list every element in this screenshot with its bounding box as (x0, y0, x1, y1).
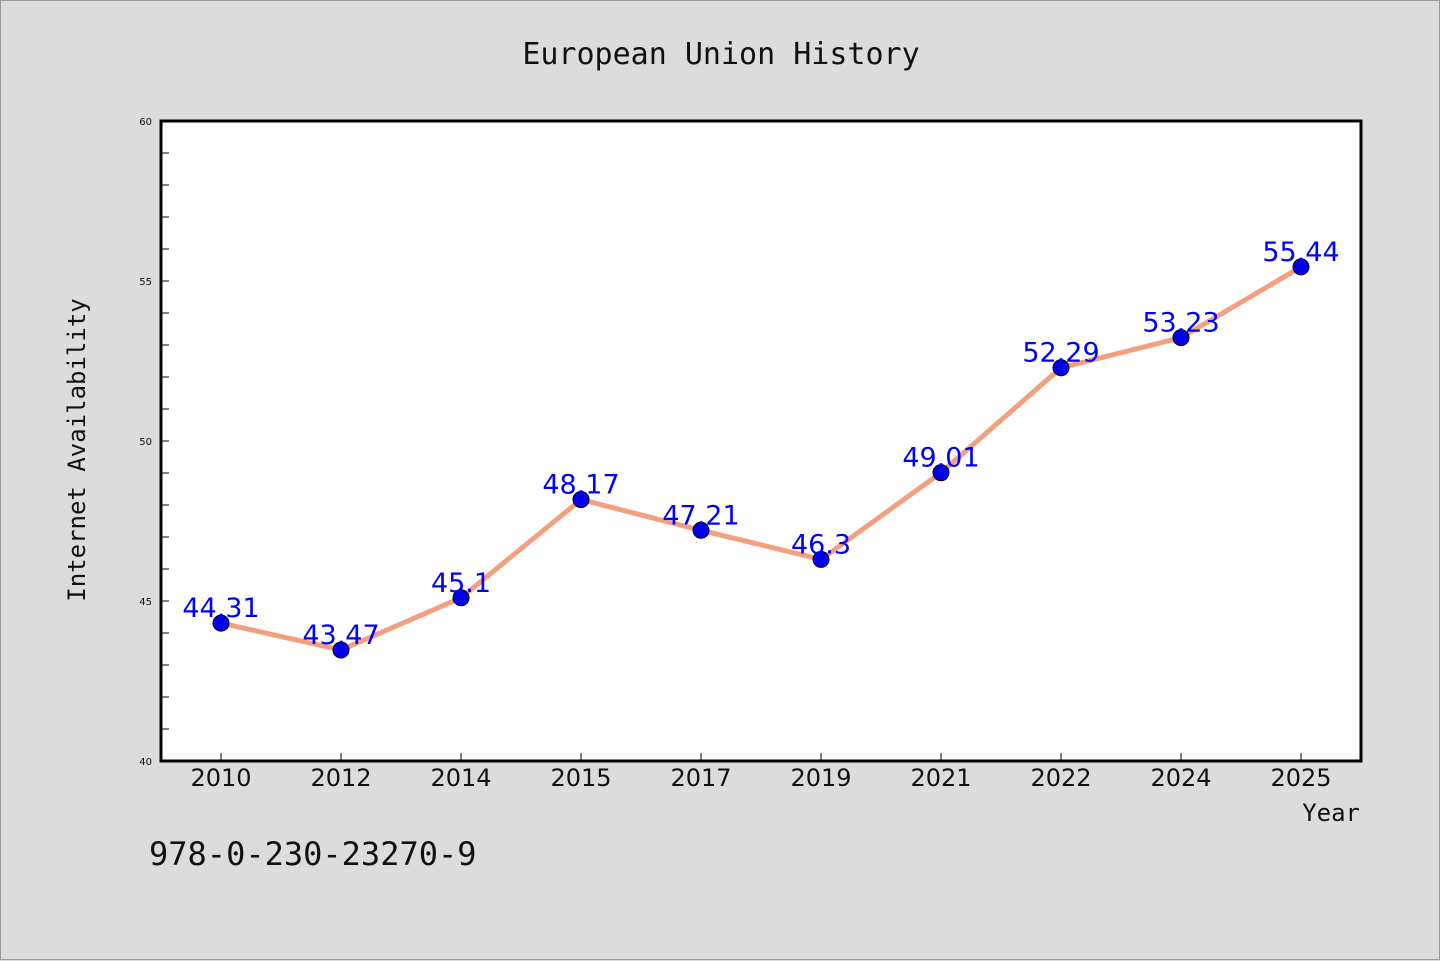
x-tick-label: 2019 (790, 764, 851, 792)
data-label: 43.47 (302, 620, 379, 651)
chart-title: European Union History (522, 37, 919, 72)
data-label: 44.31 (182, 593, 259, 624)
series-group: 44.31 43.47 45.1 48.17 47.21 46.3 49.01 52.29 53… (182, 237, 1340, 659)
y-tick-label: 60 (139, 117, 152, 128)
plot-area (159, 119, 1363, 763)
data-label: 49.01 (902, 443, 979, 474)
x-tick-label: 2017 (670, 764, 731, 792)
data-point (332, 641, 350, 659)
data-point (1292, 258, 1310, 276)
data-point (572, 491, 590, 509)
x-tick-label: 2024 (1150, 764, 1211, 792)
x-tick-label: 2021 (910, 764, 971, 792)
isbn-text: 978-0-230-23270-9 (149, 835, 477, 873)
y-axis: 40 45 50 55 60 (139, 117, 169, 768)
data-label: 45.1 (431, 568, 491, 599)
data-label: 55.44 (1262, 237, 1339, 268)
data-label: 52.29 (1022, 338, 1099, 369)
y-tick-label: 55 (139, 277, 152, 288)
x-axis: 2010 2012 2014 2015 2017 2019 2021 2022 2024 2025 (190, 753, 1332, 792)
y-tick-label: 50 (139, 437, 152, 448)
data-label: 47.21 (662, 500, 739, 531)
x-tick-label: 2015 (550, 764, 611, 792)
data-label: 53.23 (1142, 308, 1219, 339)
data-label: 46.3 (791, 529, 851, 560)
data-point (1052, 359, 1070, 377)
x-tick-label: 2025 (1270, 764, 1331, 792)
x-tick-label: 2022 (1030, 764, 1091, 792)
y-tick-label: 45 (139, 597, 152, 608)
series-line (218, 264, 1304, 653)
data-label: 48.17 (542, 470, 619, 501)
y-tick-label: 40 (139, 757, 152, 768)
data-point (812, 550, 830, 568)
data-point (452, 589, 470, 607)
data-point (692, 521, 710, 539)
x-tick-label: 2014 (430, 764, 491, 792)
x-tick-label: 2012 (310, 764, 371, 792)
y-axis-title: Internet Availability (63, 298, 91, 601)
data-point (212, 614, 230, 632)
data-point (1172, 329, 1190, 347)
data-point (932, 464, 950, 482)
x-axis-title: Year (1302, 799, 1360, 827)
x-tick-label: 2010 (190, 764, 251, 792)
